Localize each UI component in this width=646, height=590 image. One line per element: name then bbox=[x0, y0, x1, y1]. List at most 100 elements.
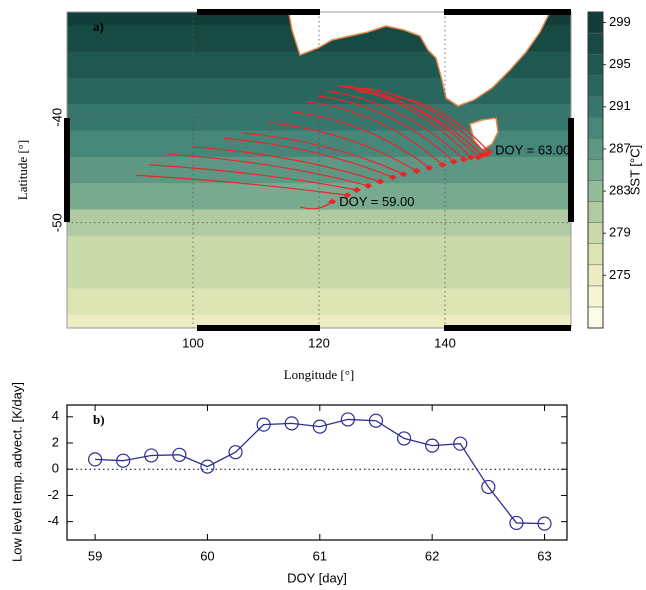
colorbar-frame bbox=[587, 11, 604, 329]
data-point bbox=[200, 459, 215, 474]
x-axis-label: Longitude [°] bbox=[284, 367, 355, 382]
trajectory bbox=[344, 85, 479, 158]
y-tick-label: -2 bbox=[47, 487, 59, 502]
trajectory bbox=[243, 132, 404, 175]
colorbar-band bbox=[587, 306, 604, 329]
y-tick-label: -40 bbox=[49, 108, 64, 127]
trajectory bbox=[192, 146, 381, 183]
annotation: DOY = 63.00 bbox=[495, 143, 570, 158]
data-point bbox=[172, 447, 187, 462]
y-axis-label: Low level temp. advect. [K/day] bbox=[9, 382, 24, 562]
land-tasmania bbox=[469, 117, 499, 151]
trajectory-end bbox=[438, 161, 447, 168]
trajectory-end bbox=[485, 149, 494, 156]
plot-frame bbox=[66, 404, 568, 541]
colorbar-band bbox=[587, 96, 604, 118]
trajectory bbox=[136, 174, 348, 196]
data-point bbox=[396, 431, 412, 446]
data-point bbox=[87, 452, 103, 467]
colorbar-band bbox=[587, 74, 604, 97]
x-tick-label: 63 bbox=[537, 548, 551, 563]
colorbar-band bbox=[587, 222, 604, 244]
colorbar-band bbox=[587, 285, 604, 308]
x-tick-label: 62 bbox=[425, 548, 439, 563]
data-point bbox=[144, 448, 159, 463]
x-tick-label: 140 bbox=[434, 335, 456, 350]
colorbar-band bbox=[587, 264, 604, 287]
trajectory-end bbox=[466, 154, 475, 161]
colorbar-tick-label: 279 bbox=[609, 225, 631, 240]
trajectory bbox=[363, 87, 488, 155]
trajectory bbox=[318, 95, 455, 163]
trajectory bbox=[394, 95, 490, 153]
colorbar-band bbox=[587, 53, 604, 76]
trajectory bbox=[325, 90, 465, 160]
data-point bbox=[284, 416, 299, 431]
trajectory-end bbox=[352, 187, 361, 194]
data-point bbox=[116, 453, 131, 468]
data-point bbox=[312, 419, 327, 434]
colorbar-tick-label: 291 bbox=[609, 98, 631, 113]
colorbar-tick-label: 295 bbox=[609, 56, 631, 71]
colorbar-band bbox=[587, 32, 604, 55]
trajectory bbox=[224, 137, 393, 178]
colorbar-band bbox=[587, 11, 604, 34]
colorbar-band bbox=[587, 159, 604, 181]
data-point bbox=[537, 516, 552, 531]
trajectory bbox=[268, 122, 417, 172]
x-tick-label: 120 bbox=[308, 335, 330, 350]
trajectory bbox=[167, 153, 369, 187]
data-line bbox=[95, 418, 545, 525]
colorbar-band bbox=[587, 138, 604, 160]
sst-strip bbox=[67, 262, 571, 289]
sst-strip bbox=[67, 235, 571, 263]
data-point bbox=[453, 436, 468, 451]
x-axis-label: DOY [day] bbox=[287, 570, 347, 585]
sst-strip bbox=[67, 288, 571, 316]
trajectory-end bbox=[328, 198, 337, 205]
trajectory-end bbox=[459, 156, 468, 163]
x-tick-label: 100 bbox=[182, 335, 204, 350]
annotation: DOY = 59.00 bbox=[339, 194, 414, 209]
trajectory bbox=[306, 100, 443, 166]
x-tick-label: 59 bbox=[88, 548, 102, 563]
data-point bbox=[509, 515, 524, 531]
colorbar-band bbox=[587, 201, 604, 223]
y-tick-label: 0 bbox=[52, 461, 59, 476]
data-point bbox=[481, 479, 496, 495]
data-point bbox=[368, 413, 384, 428]
panel-label: b) bbox=[93, 412, 105, 427]
colorbar-tick-label: 299 bbox=[609, 14, 631, 29]
colorbar-band bbox=[587, 180, 604, 202]
trajectory-end bbox=[364, 182, 373, 189]
y-tick-label: 2 bbox=[52, 434, 59, 449]
trajectory-end bbox=[449, 158, 458, 165]
trajectory-end bbox=[399, 171, 408, 178]
x-tick-label: 61 bbox=[313, 548, 327, 563]
trajectory bbox=[299, 201, 333, 210]
data-point bbox=[228, 445, 243, 460]
colorbar-tick-label: 287 bbox=[609, 140, 631, 155]
y-tick-label: 4 bbox=[52, 408, 59, 423]
trajectory bbox=[356, 90, 483, 156]
land-australia bbox=[287, 12, 551, 107]
trajectory-end bbox=[343, 192, 352, 199]
trajectory-end bbox=[376, 178, 385, 185]
trajectory bbox=[293, 111, 430, 169]
colorbar-tick-label: 283 bbox=[609, 183, 631, 198]
colorbar-band bbox=[587, 243, 604, 266]
map-area bbox=[67, 12, 571, 328]
data-point bbox=[340, 412, 355, 427]
panel-label: a) bbox=[93, 19, 104, 34]
trajectory-end bbox=[412, 168, 421, 175]
colorbar-tick-label: 275 bbox=[609, 267, 631, 282]
colorbar-band bbox=[587, 117, 604, 139]
data-point bbox=[256, 417, 271, 432]
y-tick-label: -4 bbox=[47, 513, 59, 528]
y-tick-label: -50 bbox=[49, 213, 64, 232]
x-tick-label: 60 bbox=[200, 548, 214, 563]
colorbar-label: SST [°C] bbox=[627, 145, 642, 195]
trajectory-end bbox=[425, 164, 434, 171]
trajectory-end bbox=[388, 174, 397, 181]
